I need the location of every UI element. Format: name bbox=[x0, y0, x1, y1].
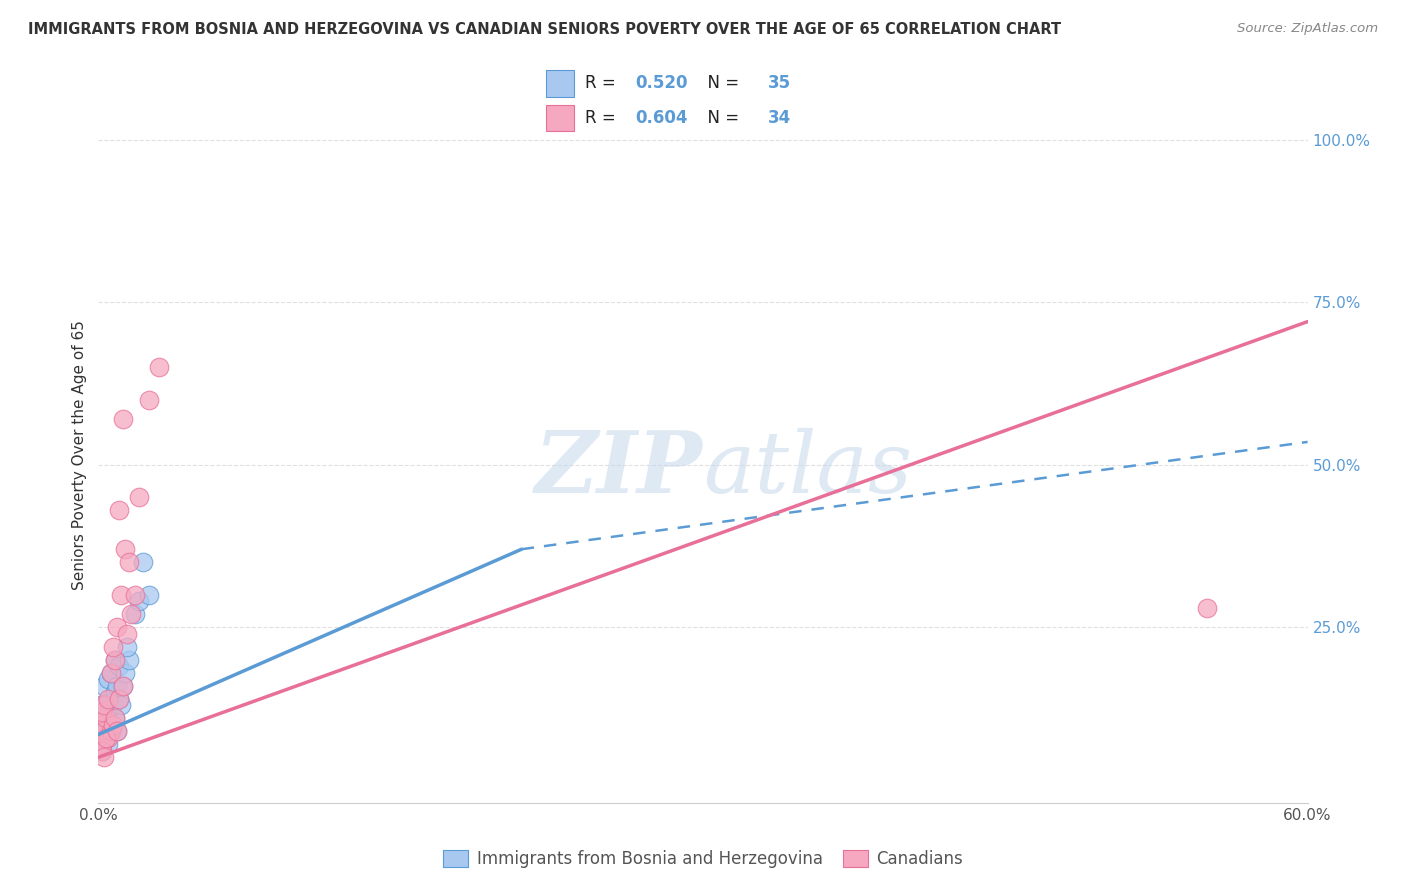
Point bbox=[93, 679, 115, 693]
Bar bbox=[546, 104, 574, 131]
Text: Source: ZipAtlas.com: Source: ZipAtlas.com bbox=[1237, 22, 1378, 36]
Point bbox=[120, 607, 142, 622]
Text: 0.520: 0.520 bbox=[636, 74, 688, 93]
Point bbox=[93, 711, 115, 725]
Point bbox=[111, 679, 134, 693]
Point bbox=[138, 588, 160, 602]
Point bbox=[91, 737, 114, 751]
Point bbox=[91, 705, 114, 719]
Text: R =: R = bbox=[585, 74, 621, 93]
Point bbox=[97, 737, 120, 751]
Text: R =: R = bbox=[585, 109, 621, 127]
Point bbox=[128, 594, 150, 608]
Point bbox=[118, 653, 141, 667]
Point bbox=[107, 659, 129, 673]
Point bbox=[110, 698, 132, 713]
Point bbox=[96, 718, 118, 732]
Text: N =: N = bbox=[697, 74, 745, 93]
Point bbox=[124, 607, 146, 622]
Point bbox=[138, 392, 160, 407]
Point bbox=[103, 711, 125, 725]
Point bbox=[97, 705, 120, 719]
Point bbox=[107, 503, 129, 517]
Point bbox=[100, 724, 122, 739]
Point bbox=[96, 731, 118, 745]
Point bbox=[114, 665, 136, 680]
Point bbox=[107, 691, 129, 706]
Point bbox=[115, 626, 138, 640]
Point bbox=[101, 698, 124, 713]
Point bbox=[97, 672, 120, 686]
Point bbox=[103, 685, 125, 699]
Point bbox=[96, 711, 118, 725]
Point bbox=[93, 698, 115, 713]
Point bbox=[128, 490, 150, 504]
Point bbox=[89, 698, 111, 713]
Point bbox=[100, 665, 122, 680]
Point bbox=[97, 691, 120, 706]
Text: 0.604: 0.604 bbox=[636, 109, 688, 127]
Point bbox=[124, 588, 146, 602]
Point bbox=[1195, 600, 1218, 615]
Point bbox=[93, 724, 115, 739]
Text: IMMIGRANTS FROM BOSNIA AND HERZEGOVINA VS CANADIAN SENIORS POVERTY OVER THE AGE : IMMIGRANTS FROM BOSNIA AND HERZEGOVINA V… bbox=[28, 22, 1062, 37]
Point bbox=[105, 724, 128, 739]
Point bbox=[111, 679, 134, 693]
Point bbox=[103, 653, 125, 667]
Point bbox=[89, 718, 111, 732]
Text: ZIP: ZIP bbox=[536, 427, 703, 510]
Point bbox=[96, 731, 118, 745]
Point bbox=[107, 691, 129, 706]
Point bbox=[89, 731, 111, 745]
Point bbox=[105, 679, 128, 693]
Point bbox=[103, 653, 125, 667]
Point bbox=[103, 711, 125, 725]
Point bbox=[111, 412, 134, 426]
Point bbox=[91, 744, 114, 758]
Point bbox=[148, 360, 170, 375]
Point bbox=[91, 744, 114, 758]
Text: 35: 35 bbox=[768, 74, 790, 93]
Point bbox=[115, 640, 138, 654]
Bar bbox=[546, 70, 574, 96]
Point bbox=[114, 542, 136, 557]
Point bbox=[110, 588, 132, 602]
Point bbox=[100, 665, 122, 680]
Text: N =: N = bbox=[697, 109, 745, 127]
Point bbox=[101, 718, 124, 732]
Point bbox=[100, 724, 122, 739]
Legend: Immigrants from Bosnia and Herzegovina, Canadians: Immigrants from Bosnia and Herzegovina, … bbox=[437, 843, 969, 874]
Point bbox=[93, 724, 115, 739]
Point bbox=[97, 731, 120, 745]
Text: atlas: atlas bbox=[703, 427, 912, 510]
Point bbox=[101, 718, 124, 732]
Point bbox=[89, 731, 111, 745]
Text: 34: 34 bbox=[768, 109, 792, 127]
Point bbox=[100, 691, 122, 706]
Point bbox=[93, 750, 115, 764]
Point bbox=[91, 737, 114, 751]
Point bbox=[89, 718, 111, 732]
Point bbox=[105, 620, 128, 634]
Point bbox=[132, 555, 155, 569]
Point bbox=[118, 555, 141, 569]
Point bbox=[105, 724, 128, 739]
Point bbox=[101, 640, 124, 654]
Point bbox=[91, 705, 114, 719]
Y-axis label: Seniors Poverty Over the Age of 65: Seniors Poverty Over the Age of 65 bbox=[72, 320, 87, 590]
